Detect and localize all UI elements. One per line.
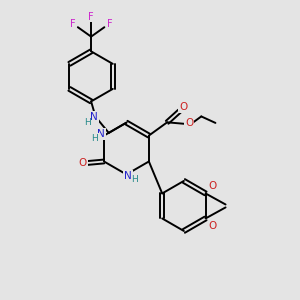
Text: O: O [185,118,193,128]
Text: N: N [90,112,98,122]
Text: O: O [209,181,217,191]
Text: H: H [131,175,138,184]
Text: N: N [97,129,105,139]
Text: N: N [124,171,132,181]
Text: H: H [91,134,98,143]
Text: H: H [84,118,91,127]
Text: F: F [88,12,94,22]
Text: O: O [79,158,87,168]
Text: F: F [107,19,112,29]
Text: O: O [209,221,217,231]
Text: F: F [70,19,75,29]
Text: O: O [179,102,187,112]
